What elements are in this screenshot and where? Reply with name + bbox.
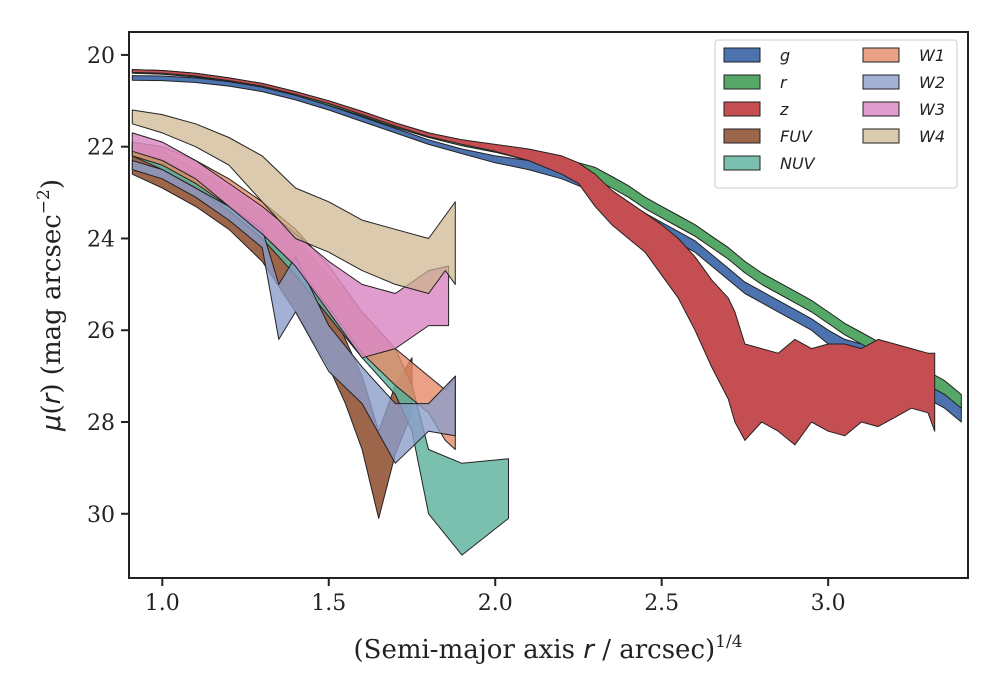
y-tick-label: 28 [87, 411, 115, 436]
x-tick-label: 1.5 [311, 591, 346, 616]
y-tick-label: 22 [87, 136, 115, 161]
series-band-z [131, 69, 936, 446]
legend-label-w1: W1 [919, 46, 945, 65]
series-band-w4 [131, 109, 456, 294]
legend-label-z: z [779, 100, 789, 119]
legend-label-fuv: FUV [780, 127, 813, 146]
legend-swatch-g [723, 47, 761, 63]
legend-swatch-w1 [862, 47, 900, 63]
y-axis-label: μ(r) (mag arcsec−2) [34, 179, 67, 432]
series-band-w3 [131, 132, 450, 359]
x-tick-label: 1.0 [145, 591, 180, 616]
x-tick-label: 2.5 [644, 591, 679, 616]
legend-swatch-fuv [723, 128, 761, 144]
y-tick-label: 26 [87, 319, 115, 344]
legend-label-r: r [780, 73, 788, 92]
legend-swatch-r [723, 74, 761, 90]
legend-label-w4: W4 [919, 127, 945, 146]
legend-label-w3: W3 [919, 100, 945, 119]
legend: grz FUV NUV W1 W2 W3 W4 [714, 39, 958, 189]
y-tick-label: 20 [87, 44, 115, 69]
x-tick-label: 3.0 [811, 591, 846, 616]
y-tick-label: 24 [87, 227, 115, 252]
legend-swatch-w4 [862, 128, 900, 144]
ticks-layer: 1.0 1.5 2.0 2.5 3.0 20 22 24 26 28 30 [87, 44, 846, 616]
legend-label-g: g [780, 46, 790, 65]
legend-swatch-w3 [862, 101, 900, 117]
x-axis-label: (Semi-major axis r / arcsec)1/4 [353, 632, 742, 665]
legend-label-w2: W2 [919, 73, 945, 92]
plot-frame [128, 31, 969, 579]
series-layer [131, 69, 962, 556]
legend-label-nuv: NUV [780, 154, 816, 173]
x-tick-label: 2.0 [478, 591, 513, 616]
legend-swatch-nuv [723, 155, 761, 171]
legend-swatch-w2 [862, 74, 900, 90]
legend-swatch-z [723, 101, 761, 117]
y-tick-label: 30 [87, 503, 115, 528]
